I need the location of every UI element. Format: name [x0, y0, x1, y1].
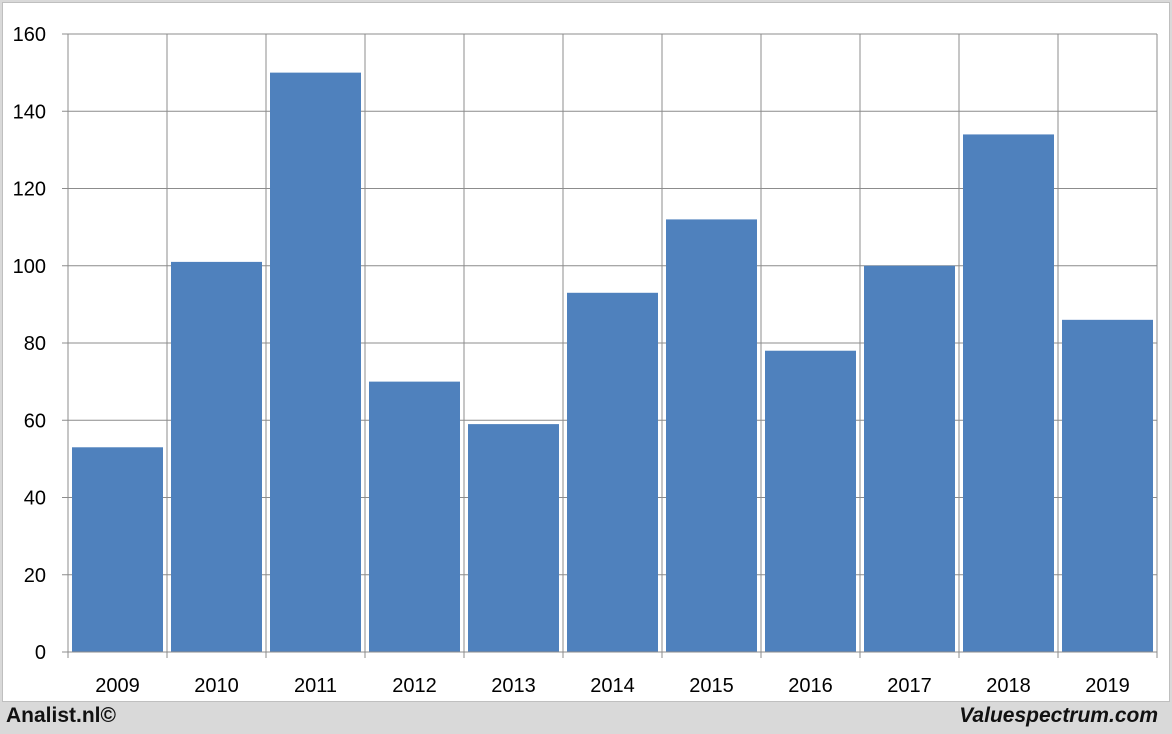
bars — [72, 72, 1153, 653]
x-tick-label: 2012 — [392, 675, 437, 697]
footer-left-credit: Analist.nl© — [6, 704, 116, 727]
x-tick-label: 2013 — [491, 675, 536, 697]
y-tick-label: 160 — [13, 24, 46, 46]
x-tick-label: 2010 — [194, 675, 239, 697]
y-tick-labels: 0 20 40 60 80 100 120 140 160 — [13, 24, 46, 664]
y-tick-label: 140 — [13, 101, 46, 123]
x-tick-label: 2018 — [986, 675, 1031, 697]
y-tick-label: 120 — [13, 179, 46, 201]
bar-2010 — [171, 261, 262, 652]
bar-2016 — [765, 350, 856, 652]
y-tick-label: 60 — [24, 410, 46, 432]
x-tick-label: 2017 — [887, 675, 932, 697]
axes — [62, 33, 1157, 653]
bar-2013 — [468, 424, 559, 652]
x-tick-label: 2016 — [788, 675, 833, 697]
x-tick-label: 2009 — [95, 675, 140, 697]
x-tick-label: 2015 — [689, 675, 734, 697]
y-tick-label: 40 — [24, 488, 46, 510]
x-tick-label: 2014 — [590, 675, 635, 697]
bar-2014 — [567, 292, 658, 652]
bar-2018 — [963, 134, 1054, 653]
y-tick-label: 0 — [35, 642, 46, 664]
bar-2012 — [369, 381, 460, 652]
bar-2019 — [1062, 319, 1153, 652]
y-tick-label: 80 — [24, 333, 46, 355]
bar-2011 — [270, 72, 361, 652]
x-tick-labels: 2009 2010 2011 2012 2013 2014 2015 2016 2017 2018… — [95, 675, 1130, 697]
bar-2015 — [666, 219, 757, 652]
footer-right-credit: Valuespectrum.com — [959, 704, 1158, 727]
bar-2017 — [864, 265, 955, 652]
y-tick-label: 20 — [24, 565, 46, 587]
x-tick-label: 2019 — [1085, 675, 1130, 697]
x-tick-label: 2011 — [294, 675, 337, 697]
y-tick-label: 100 — [13, 256, 46, 278]
bar-2009 — [72, 447, 163, 652]
